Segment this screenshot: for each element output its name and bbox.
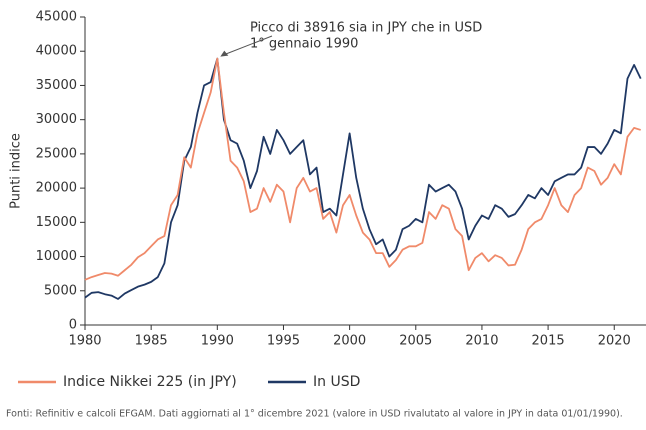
- x-tick-label: 2000: [333, 334, 366, 349]
- y-tick-label: 5000: [44, 283, 77, 298]
- series-line: [84, 57, 642, 300]
- series-line: [84, 57, 641, 281]
- y-axis-label: Punti indice: [9, 133, 24, 209]
- legend-label: In USD: [313, 374, 360, 390]
- legend-label: Indice Nikkei 225 (in JPY): [63, 374, 237, 390]
- x-tick-label: 2005: [399, 334, 432, 349]
- y-tick-label: 15000: [36, 215, 77, 230]
- y-tick-label: 45000: [36, 10, 77, 25]
- footnote: Fonti: Refinitiv e calcoli EFGAM. Dati a…: [6, 409, 623, 420]
- y-tick-label: 25000: [36, 146, 77, 161]
- annotation: Picco di 38916 sia in JPY che in USD: [250, 21, 482, 36]
- y-tick-label: 10000: [36, 249, 77, 264]
- y-tick-label: 20000: [36, 181, 77, 196]
- y-tick-label: 0: [69, 318, 77, 333]
- x-tick-label: 2015: [532, 334, 565, 349]
- annotation: 1° gennaio 1990: [250, 37, 358, 52]
- x-tick-label: 1990: [201, 334, 234, 349]
- x-tick-label: 1995: [267, 334, 300, 349]
- arrow-head: [220, 50, 229, 57]
- x-tick-label: 1980: [68, 334, 101, 349]
- x-tick-label: 2020: [598, 334, 631, 349]
- x-tick-label: 1985: [135, 334, 168, 349]
- annotation-arrow: [224, 35, 273, 56]
- y-tick-label: 40000: [36, 44, 77, 59]
- y-tick-label: 35000: [36, 78, 77, 93]
- x-tick-label: 2010: [465, 334, 498, 349]
- y-tick-label: 30000: [36, 112, 77, 127]
